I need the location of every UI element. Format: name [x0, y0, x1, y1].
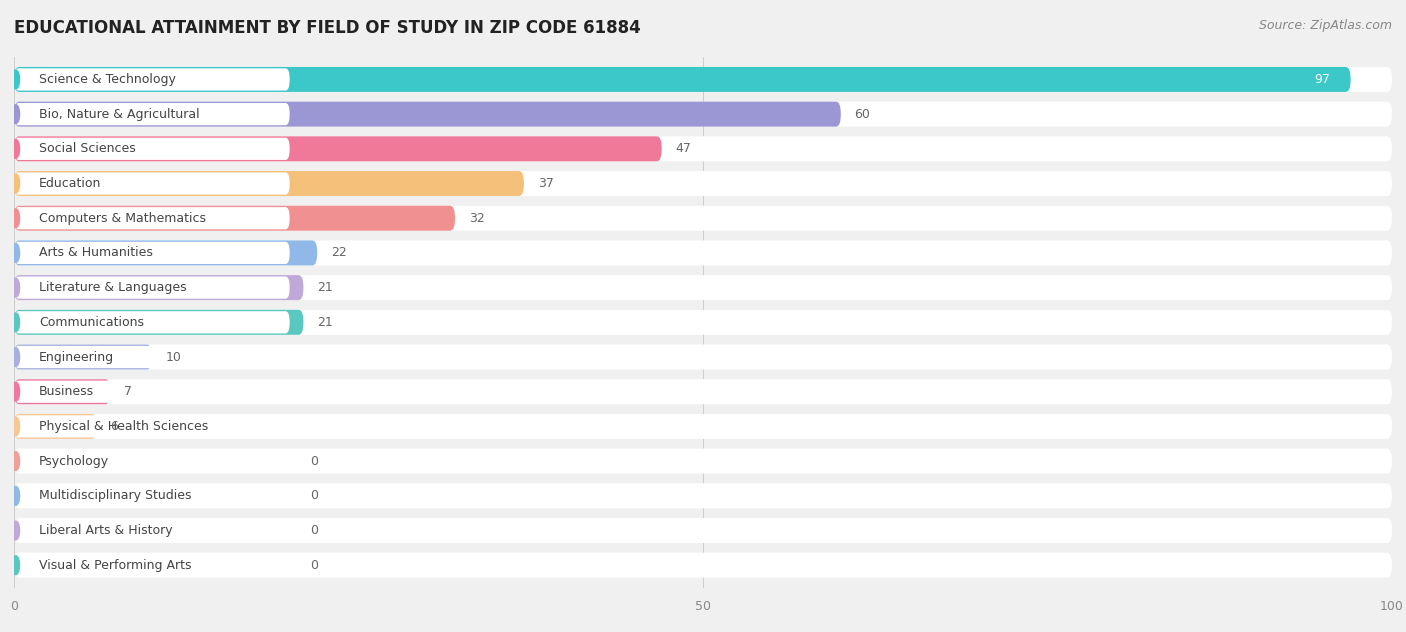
Text: Education: Education: [39, 177, 101, 190]
FancyBboxPatch shape: [14, 277, 290, 299]
Text: 21: 21: [318, 281, 333, 294]
Circle shape: [13, 348, 20, 367]
Circle shape: [13, 313, 20, 332]
Text: 32: 32: [468, 212, 485, 225]
Text: Literature & Languages: Literature & Languages: [39, 281, 187, 294]
FancyBboxPatch shape: [14, 173, 290, 195]
FancyBboxPatch shape: [14, 344, 152, 370]
Text: Source: ZipAtlas.com: Source: ZipAtlas.com: [1258, 19, 1392, 32]
Text: 10: 10: [166, 351, 181, 363]
FancyBboxPatch shape: [14, 103, 290, 125]
Text: 0: 0: [311, 454, 318, 468]
FancyBboxPatch shape: [14, 206, 456, 231]
Text: 22: 22: [330, 246, 347, 259]
FancyBboxPatch shape: [14, 450, 290, 472]
FancyBboxPatch shape: [14, 380, 290, 403]
Circle shape: [13, 521, 20, 540]
FancyBboxPatch shape: [14, 171, 1392, 196]
Text: Visual & Performing Arts: Visual & Performing Arts: [39, 559, 191, 572]
Text: 0: 0: [311, 489, 318, 502]
FancyBboxPatch shape: [14, 311, 290, 334]
FancyBboxPatch shape: [14, 242, 290, 264]
Text: 60: 60: [855, 107, 870, 121]
FancyBboxPatch shape: [14, 449, 1392, 473]
Text: Physical & Health Sciences: Physical & Health Sciences: [39, 420, 208, 433]
FancyBboxPatch shape: [14, 310, 304, 335]
Text: Arts & Humanities: Arts & Humanities: [39, 246, 153, 259]
Text: Social Sciences: Social Sciences: [39, 142, 135, 155]
Text: 97: 97: [1315, 73, 1330, 86]
FancyBboxPatch shape: [14, 346, 290, 368]
Text: Business: Business: [39, 386, 94, 398]
FancyBboxPatch shape: [14, 275, 304, 300]
FancyBboxPatch shape: [14, 137, 1392, 161]
Circle shape: [13, 452, 20, 471]
FancyBboxPatch shape: [14, 67, 1351, 92]
FancyBboxPatch shape: [14, 379, 1392, 404]
Text: Bio, Nature & Agricultural: Bio, Nature & Agricultural: [39, 107, 200, 121]
Circle shape: [13, 382, 20, 401]
Circle shape: [13, 243, 20, 262]
FancyBboxPatch shape: [14, 68, 290, 90]
Text: 7: 7: [124, 386, 132, 398]
FancyBboxPatch shape: [14, 207, 290, 229]
Circle shape: [13, 105, 20, 124]
FancyBboxPatch shape: [14, 67, 1392, 92]
Text: 0: 0: [311, 559, 318, 572]
Text: EDUCATIONAL ATTAINMENT BY FIELD OF STUDY IN ZIP CODE 61884: EDUCATIONAL ATTAINMENT BY FIELD OF STUDY…: [14, 19, 641, 37]
FancyBboxPatch shape: [14, 379, 111, 404]
FancyBboxPatch shape: [14, 344, 1392, 370]
FancyBboxPatch shape: [14, 554, 290, 576]
FancyBboxPatch shape: [14, 240, 1392, 265]
FancyBboxPatch shape: [14, 138, 290, 160]
Text: Science & Technology: Science & Technology: [39, 73, 176, 86]
FancyBboxPatch shape: [14, 520, 290, 542]
FancyBboxPatch shape: [14, 137, 662, 161]
Text: 37: 37: [537, 177, 554, 190]
Text: Psychology: Psychology: [39, 454, 110, 468]
FancyBboxPatch shape: [14, 171, 524, 196]
Text: 6: 6: [111, 420, 118, 433]
FancyBboxPatch shape: [14, 485, 290, 507]
FancyBboxPatch shape: [14, 415, 290, 437]
FancyBboxPatch shape: [14, 102, 841, 126]
Text: 21: 21: [318, 316, 333, 329]
Circle shape: [13, 278, 20, 297]
Circle shape: [13, 556, 20, 574]
Text: 0: 0: [311, 524, 318, 537]
Circle shape: [13, 70, 20, 89]
Text: Multidisciplinary Studies: Multidisciplinary Studies: [39, 489, 191, 502]
FancyBboxPatch shape: [14, 275, 1392, 300]
FancyBboxPatch shape: [14, 414, 97, 439]
Circle shape: [13, 209, 20, 228]
FancyBboxPatch shape: [14, 206, 1392, 231]
Text: Engineering: Engineering: [39, 351, 114, 363]
FancyBboxPatch shape: [14, 102, 1392, 126]
Text: 47: 47: [675, 142, 692, 155]
FancyBboxPatch shape: [14, 310, 1392, 335]
Circle shape: [13, 487, 20, 505]
Circle shape: [13, 174, 20, 193]
Text: Liberal Arts & History: Liberal Arts & History: [39, 524, 173, 537]
FancyBboxPatch shape: [14, 240, 318, 265]
FancyBboxPatch shape: [14, 483, 1392, 508]
FancyBboxPatch shape: [14, 553, 1392, 578]
FancyBboxPatch shape: [14, 518, 1392, 543]
Circle shape: [13, 417, 20, 436]
Text: Communications: Communications: [39, 316, 143, 329]
FancyBboxPatch shape: [14, 414, 1392, 439]
Circle shape: [13, 140, 20, 158]
Text: Computers & Mathematics: Computers & Mathematics: [39, 212, 205, 225]
